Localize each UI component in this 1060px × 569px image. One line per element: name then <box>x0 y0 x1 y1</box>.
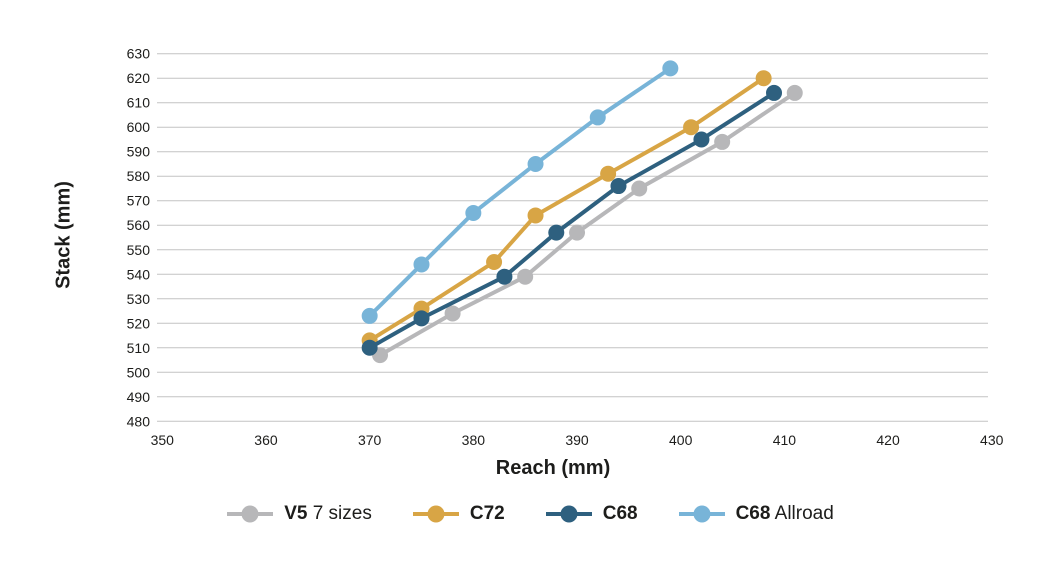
data-point-c68 <box>610 178 627 195</box>
chart-svg: 480 490 500 510 520 530 540 550 560 570 580 590 600 6… <box>127 46 1004 448</box>
x-tick-label-380: 380 <box>462 432 486 448</box>
y-tick-label-590: 590 <box>127 144 151 160</box>
data-point-c68 <box>496 268 513 285</box>
data-point-c72 <box>486 254 503 271</box>
data-point-c72 <box>755 70 772 87</box>
legend-label: V5 7 sizes <box>284 503 372 524</box>
legend-item-c68-allroad: C68 Allroad <box>678 503 834 525</box>
x-tick-label-430: 430 <box>980 432 1004 448</box>
y-tick-label-490: 490 <box>127 389 151 405</box>
legend-item-c68: C68 <box>545 503 638 525</box>
data-point-c68 <box>766 84 783 101</box>
y-tick-label-510: 510 <box>127 340 151 356</box>
data-point-c68-allroad <box>361 307 378 324</box>
chart-legend: V5 7 sizes C72 C68 C68 Allroad <box>0 503 1060 525</box>
legend-marker-icon <box>678 505 725 523</box>
data-point-c68-allroad <box>413 256 430 273</box>
data-point-c68-allroad <box>662 60 679 77</box>
legend-item-v5-7-sizes: V5 7 sizes <box>226 503 372 525</box>
data-point-c72 <box>683 119 700 136</box>
y-tick-label-620: 620 <box>127 70 151 86</box>
y-tick-label-630: 630 <box>127 46 151 62</box>
y-tick-label-520: 520 <box>127 315 151 331</box>
y-tick-label-600: 600 <box>127 119 151 135</box>
y-tick-label-560: 560 <box>127 217 151 233</box>
data-point-v5-7-sizes <box>631 180 648 197</box>
data-point-c68-allroad <box>465 204 482 221</box>
legend-label: C68 Allroad <box>735 503 834 524</box>
x-tick-label-390: 390 <box>565 432 589 448</box>
data-point-v5-7-sizes <box>569 224 586 241</box>
data-point-c68 <box>361 339 378 356</box>
series-line-c68-allroad <box>368 66 672 318</box>
data-point-c72 <box>527 207 544 224</box>
y-tick-label-580: 580 <box>127 168 151 184</box>
series-line-c72 <box>368 76 765 343</box>
data-point-v5-7-sizes <box>444 305 461 322</box>
data-point-c68-allroad <box>527 155 544 172</box>
y-tick-label-500: 500 <box>127 364 151 380</box>
x-tick-label-410: 410 <box>773 432 797 448</box>
x-tick-label-420: 420 <box>876 432 900 448</box>
data-point-v5-7-sizes <box>714 133 731 150</box>
legend-label: C68 <box>602 503 638 524</box>
data-point-c68 <box>413 310 430 327</box>
y-tick-label-570: 570 <box>127 193 151 209</box>
legend-marker-icon <box>545 505 592 523</box>
x-tick-label-370: 370 <box>358 432 382 448</box>
legend-item-c72: C72 <box>412 503 505 525</box>
data-point-v5-7-sizes <box>517 268 534 285</box>
data-point-c68-allroad <box>589 109 606 126</box>
data-point-c72 <box>600 165 617 182</box>
y-tick-label-480: 480 <box>127 413 151 429</box>
data-point-v5-7-sizes <box>786 84 803 101</box>
x-tick-label-360: 360 <box>254 432 278 448</box>
x-axis-title: Reach (mm) <box>495 457 611 479</box>
data-point-c68 <box>693 131 710 148</box>
y-tick-label-530: 530 <box>127 291 151 307</box>
legend-marker-icon <box>412 505 459 523</box>
x-tick-label-400: 400 <box>669 432 693 448</box>
legend-marker-icon <box>227 505 274 523</box>
series-line-v5-7-sizes <box>379 91 796 357</box>
data-point-c68 <box>548 224 565 241</box>
y-tick-label-550: 550 <box>127 242 151 258</box>
legend-label: C72 <box>469 503 505 524</box>
x-tick-label-350: 350 <box>151 432 175 448</box>
y-tick-label-610: 610 <box>127 95 151 111</box>
y-tick-label-540: 540 <box>127 266 151 282</box>
series-line-c68 <box>368 91 776 350</box>
